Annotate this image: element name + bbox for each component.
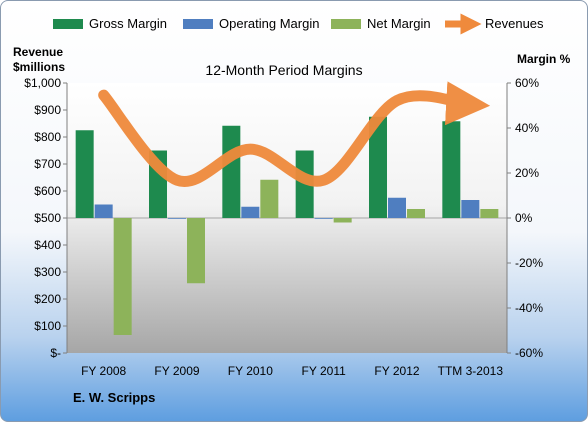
right-tick-label: -20%	[515, 256, 543, 270]
bar-operating-margin	[314, 218, 333, 219]
bar-operating-margin	[461, 200, 480, 218]
left-tick-label: $600	[34, 184, 61, 198]
left-tick-label: $900	[34, 103, 61, 117]
left-axis-title-line1: Revenue	[13, 45, 63, 59]
company-name: E. W. Scripps	[73, 390, 155, 405]
left-tick-label: $300	[34, 265, 61, 279]
legend-swatch-operating-margin	[183, 19, 213, 29]
left-tick-label: $800	[34, 130, 61, 144]
bar-gross-margin	[369, 116, 387, 218]
legend: Gross Margin Operating Margin Net Margin…	[53, 13, 544, 35]
left-tick-label: $1,000	[24, 76, 61, 90]
left-axis-ticks: $- $100 $200 $300 $400 $500 $600 $700 $800 $900 $1…	[24, 76, 67, 360]
legend-label-gross-margin: Gross Margin	[89, 16, 167, 31]
revenue-line-group	[98, 81, 491, 187]
legend-label-operating-margin: Operating Margin	[219, 16, 319, 31]
right-tick-label: 0%	[515, 211, 533, 225]
bar-operating-margin	[388, 197, 406, 218]
x-tick-label: FY 2008	[81, 364, 126, 378]
left-tick-label: $500	[34, 211, 61, 225]
x-tick-label: FY 2010	[228, 364, 273, 378]
bar-net-margin	[113, 218, 132, 335]
bar-operating-margin	[168, 218, 186, 219]
right-tick-label: 20%	[515, 166, 539, 180]
legend-label-net-margin: Net Margin	[367, 16, 431, 31]
left-tick-label: $400	[34, 238, 61, 252]
left-axis-title-line2: $millions	[13, 60, 65, 74]
x-tick-label: FY 2012	[374, 364, 419, 378]
left-tick-label: $700	[34, 157, 61, 171]
chart-title: 12-Month Period Margins	[205, 62, 362, 78]
legend-label-revenues: Revenues	[485, 16, 544, 31]
x-tick-label: TTM 3-2013	[438, 364, 504, 378]
bar-gross-margin	[442, 121, 461, 218]
bar-net-margin	[260, 179, 279, 218]
legend-swatch-net-margin	[331, 19, 361, 29]
right-tick-label: -60%	[515, 346, 543, 360]
bar-net-margin	[480, 209, 499, 218]
x-axis-ticks: FY 2008 FY 2009 FY 2010 FY 2011 FY 2012 TTM 3…	[81, 364, 503, 378]
bar-net-margin	[333, 218, 352, 223]
left-tick-label: $100	[34, 319, 61, 333]
right-axis-title: Margin %	[517, 52, 571, 66]
bar-net-margin	[187, 218, 205, 284]
bar-operating-margin	[94, 204, 113, 218]
left-tick-label: $-	[50, 346, 61, 360]
legend-swatch-gross-margin	[53, 19, 83, 29]
x-tick-label: FY 2011	[302, 364, 347, 378]
bar-gross-margin	[222, 125, 241, 218]
bar-operating-margin	[241, 206, 260, 218]
right-tick-label: -40%	[515, 301, 543, 315]
right-tick-label: 60%	[515, 76, 539, 90]
left-tick-label: $200	[34, 292, 61, 306]
right-axis-ticks: -60% -40% -20% 0% 20% 40% 60%	[507, 76, 543, 360]
right-tick-label: 40%	[515, 121, 539, 135]
x-tick-label: FY 2009	[154, 364, 199, 378]
bar-net-margin	[407, 209, 425, 218]
bar-gross-margin	[75, 130, 94, 218]
